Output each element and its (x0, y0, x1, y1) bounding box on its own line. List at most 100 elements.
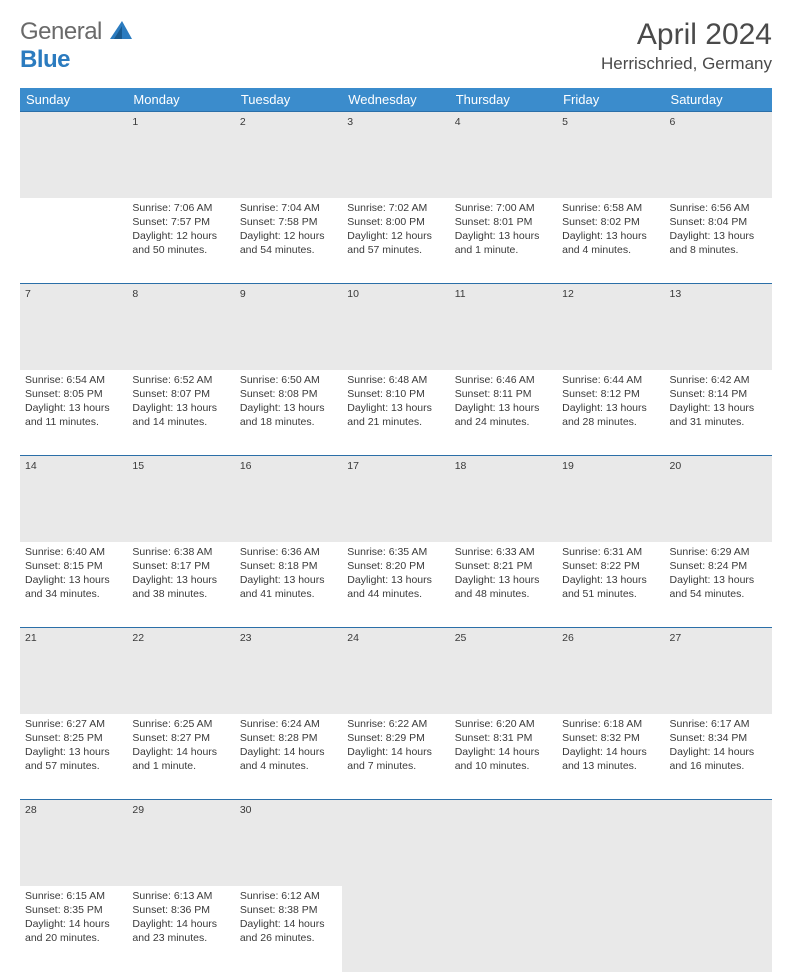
day-detail-cell: Sunrise: 6:25 AMSunset: 8:27 PMDaylight:… (127, 714, 234, 800)
sunrise-line: Sunrise: 6:27 AM (25, 717, 122, 731)
day-detail-cell: Sunrise: 6:35 AMSunset: 8:20 PMDaylight:… (342, 542, 449, 628)
day-detail-cell: Sunrise: 6:46 AMSunset: 8:11 PMDaylight:… (450, 370, 557, 456)
location: Herrischried, Germany (601, 54, 772, 74)
day-number-cell: 28 (20, 800, 127, 886)
sunset-line: Sunset: 8:20 PM (347, 559, 444, 573)
day-number-cell: 20 (665, 456, 772, 542)
day-number-cell: 13 (665, 284, 772, 370)
day-detail-cell: Sunrise: 6:58 AMSunset: 8:02 PMDaylight:… (557, 198, 664, 284)
sunrise-line: Sunrise: 6:22 AM (347, 717, 444, 731)
sunset-line: Sunset: 8:07 PM (132, 387, 229, 401)
day-detail-cell: Sunrise: 6:27 AMSunset: 8:25 PMDaylight:… (20, 714, 127, 800)
sunrise-line: Sunrise: 6:50 AM (240, 373, 337, 387)
sunset-line: Sunset: 8:11 PM (455, 387, 552, 401)
day-number-cell (450, 800, 557, 886)
day-number-cell: 22 (127, 628, 234, 714)
sunset-line: Sunset: 8:28 PM (240, 731, 337, 745)
day-detail-cell: Sunrise: 6:18 AMSunset: 8:32 PMDaylight:… (557, 714, 664, 800)
day-number-cell: 1 (127, 112, 234, 198)
day-detail-cell (342, 886, 449, 972)
sunset-line: Sunset: 8:04 PM (670, 215, 767, 229)
day-number-cell: 3 (342, 112, 449, 198)
weekday-header: Tuesday (235, 88, 342, 112)
title-block: April 2024 Herrischried, Germany (601, 18, 772, 74)
sunrise-line: Sunrise: 6:35 AM (347, 545, 444, 559)
day-detail-cell: Sunrise: 6:15 AMSunset: 8:35 PMDaylight:… (20, 886, 127, 972)
sunrise-line: Sunrise: 6:20 AM (455, 717, 552, 731)
day-detail-cell: Sunrise: 6:56 AMSunset: 8:04 PMDaylight:… (665, 198, 772, 284)
sunrise-line: Sunrise: 6:38 AM (132, 545, 229, 559)
sunset-line: Sunset: 8:38 PM (240, 903, 337, 917)
day-detail-cell: Sunrise: 6:50 AMSunset: 8:08 PMDaylight:… (235, 370, 342, 456)
day-number-cell (20, 112, 127, 198)
details-row: Sunrise: 7:06 AMSunset: 7:57 PMDaylight:… (20, 198, 772, 284)
daynum-row: 282930 (20, 800, 772, 886)
sunrise-line: Sunrise: 7:06 AM (132, 201, 229, 215)
sunrise-line: Sunrise: 6:33 AM (455, 545, 552, 559)
details-row: Sunrise: 6:27 AMSunset: 8:25 PMDaylight:… (20, 714, 772, 800)
sunrise-line: Sunrise: 6:48 AM (347, 373, 444, 387)
day-detail-cell: Sunrise: 6:31 AMSunset: 8:22 PMDaylight:… (557, 542, 664, 628)
weekday-header-row: Sunday Monday Tuesday Wednesday Thursday… (20, 88, 772, 112)
daylight-line: Daylight: 12 hours and 57 minutes. (347, 229, 444, 257)
day-number-cell: 26 (557, 628, 664, 714)
sunset-line: Sunset: 8:08 PM (240, 387, 337, 401)
daynum-row: 21222324252627 (20, 628, 772, 714)
day-detail-cell: Sunrise: 6:33 AMSunset: 8:21 PMDaylight:… (450, 542, 557, 628)
daylight-line: Daylight: 14 hours and 20 minutes. (25, 917, 122, 945)
day-detail-cell: Sunrise: 7:00 AMSunset: 8:01 PMDaylight:… (450, 198, 557, 284)
sunset-line: Sunset: 8:18 PM (240, 559, 337, 573)
sunset-line: Sunset: 8:00 PM (347, 215, 444, 229)
day-detail-cell: Sunrise: 6:36 AMSunset: 8:18 PMDaylight:… (235, 542, 342, 628)
sunset-line: Sunset: 8:01 PM (455, 215, 552, 229)
sunset-line: Sunset: 8:15 PM (25, 559, 122, 573)
daylight-line: Daylight: 14 hours and 23 minutes. (132, 917, 229, 945)
weekday-header: Thursday (450, 88, 557, 112)
weekday-header: Sunday (20, 88, 127, 112)
sunset-line: Sunset: 8:34 PM (670, 731, 767, 745)
sunrise-line: Sunrise: 6:42 AM (670, 373, 767, 387)
sunrise-line: Sunrise: 6:56 AM (670, 201, 767, 215)
daylight-line: Daylight: 14 hours and 7 minutes. (347, 745, 444, 773)
day-detail-cell: Sunrise: 6:48 AMSunset: 8:10 PMDaylight:… (342, 370, 449, 456)
calendar-table: Sunday Monday Tuesday Wednesday Thursday… (20, 88, 772, 972)
daynum-row: 123456 (20, 112, 772, 198)
sunrise-line: Sunrise: 6:25 AM (132, 717, 229, 731)
page-title: April 2024 (601, 18, 772, 52)
sunrise-line: Sunrise: 7:04 AM (240, 201, 337, 215)
day-number-cell: 14 (20, 456, 127, 542)
day-number-cell: 4 (450, 112, 557, 198)
day-detail-cell: Sunrise: 6:40 AMSunset: 8:15 PMDaylight:… (20, 542, 127, 628)
details-row: Sunrise: 6:40 AMSunset: 8:15 PMDaylight:… (20, 542, 772, 628)
sunrise-line: Sunrise: 6:13 AM (132, 889, 229, 903)
sunrise-line: Sunrise: 6:17 AM (670, 717, 767, 731)
daylight-line: Daylight: 13 hours and 44 minutes. (347, 573, 444, 601)
day-number-cell: 9 (235, 284, 342, 370)
day-number-cell: 18 (450, 456, 557, 542)
sunrise-line: Sunrise: 6:12 AM (240, 889, 337, 903)
sunset-line: Sunset: 8:31 PM (455, 731, 552, 745)
sunrise-line: Sunrise: 6:58 AM (562, 201, 659, 215)
daylight-line: Daylight: 13 hours and 57 minutes. (25, 745, 122, 773)
daylight-line: Daylight: 14 hours and 4 minutes. (240, 745, 337, 773)
day-number-cell: 19 (557, 456, 664, 542)
daylight-line: Daylight: 13 hours and 41 minutes. (240, 573, 337, 601)
day-number-cell: 6 (665, 112, 772, 198)
daylight-line: Daylight: 13 hours and 48 minutes. (455, 573, 552, 601)
sunset-line: Sunset: 8:05 PM (25, 387, 122, 401)
daylight-line: Daylight: 13 hours and 21 minutes. (347, 401, 444, 429)
day-number-cell: 5 (557, 112, 664, 198)
daylight-line: Daylight: 13 hours and 8 minutes. (670, 229, 767, 257)
sunrise-line: Sunrise: 6:54 AM (25, 373, 122, 387)
sunrise-line: Sunrise: 7:00 AM (455, 201, 552, 215)
day-number-cell: 10 (342, 284, 449, 370)
sunset-line: Sunset: 8:22 PM (562, 559, 659, 573)
daylight-line: Daylight: 13 hours and 11 minutes. (25, 401, 122, 429)
daylight-line: Daylight: 12 hours and 54 minutes. (240, 229, 337, 257)
sunset-line: Sunset: 8:25 PM (25, 731, 122, 745)
sunrise-line: Sunrise: 7:02 AM (347, 201, 444, 215)
day-number-cell (665, 800, 772, 886)
sunset-line: Sunset: 8:17 PM (132, 559, 229, 573)
details-row: Sunrise: 6:15 AMSunset: 8:35 PMDaylight:… (20, 886, 772, 972)
day-number-cell: 30 (235, 800, 342, 886)
